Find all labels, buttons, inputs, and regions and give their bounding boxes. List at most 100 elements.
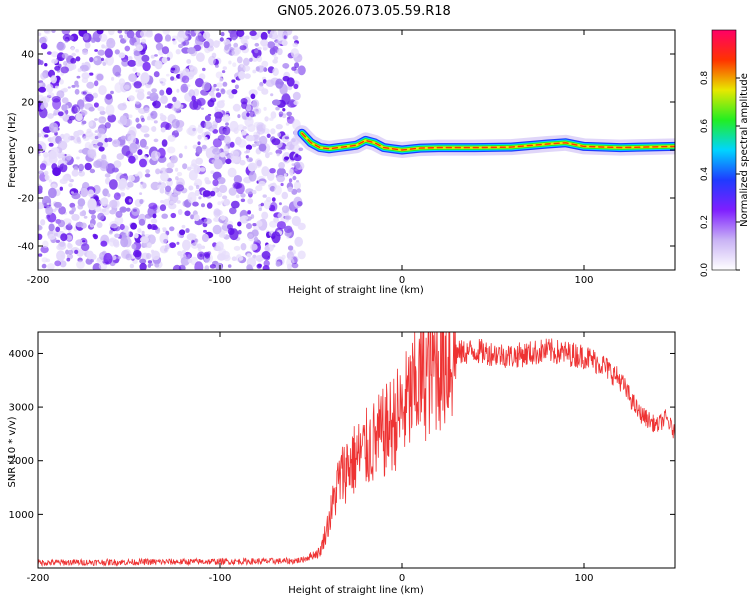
noise-speckle	[39, 163, 47, 171]
noise-speckle	[284, 156, 290, 160]
noise-speckle	[131, 243, 137, 250]
noise-speckle	[201, 203, 205, 208]
noise-speckle	[189, 197, 193, 200]
y-tick-label: -20	[18, 194, 34, 205]
noise-speckle	[286, 111, 293, 117]
noise-speckle	[87, 189, 95, 198]
noise-speckle	[150, 181, 160, 191]
noise-speckle	[271, 197, 276, 202]
noise-speckle	[201, 144, 207, 150]
noise-speckle	[53, 126, 58, 133]
noise-speckle	[67, 249, 74, 255]
noise-speckle	[264, 246, 270, 252]
noise-speckle	[107, 114, 117, 123]
noise-speckle	[247, 210, 252, 215]
noise-speckle	[263, 260, 270, 267]
noise-speckle	[38, 86, 46, 93]
noise-speckle	[283, 35, 287, 39]
noise-speckle	[210, 170, 215, 174]
noise-speckle	[182, 200, 189, 207]
noise-speckle	[178, 43, 184, 49]
noise-speckle	[252, 223, 257, 227]
noise-speckle	[146, 116, 151, 121]
noise-speckle	[167, 134, 176, 142]
noise-speckle	[92, 92, 98, 99]
noise-speckle	[87, 198, 97, 211]
noise-speckle	[38, 153, 41, 157]
noise-speckle	[262, 47, 267, 51]
noise-speckle	[48, 142, 54, 147]
noise-speckle	[135, 44, 144, 52]
noise-speckle	[144, 173, 151, 178]
noise-speckle	[203, 218, 212, 225]
noise-speckle	[98, 146, 105, 152]
noise-speckle	[256, 149, 260, 153]
noise-speckle	[75, 48, 79, 53]
noise-speckle	[268, 184, 272, 187]
noise-speckle	[229, 207, 237, 215]
noise-speckle	[262, 194, 267, 198]
noise-speckle	[134, 232, 139, 239]
noise-speckle	[60, 66, 69, 74]
noise-speckle	[175, 184, 185, 192]
noise-speckle	[182, 239, 191, 251]
noise-speckle	[216, 82, 223, 88]
noise-speckle	[203, 41, 210, 49]
noise-speckle	[90, 37, 96, 43]
noise-speckle	[133, 249, 142, 258]
noise-speckle	[81, 120, 87, 125]
noise-speckle	[201, 81, 211, 92]
noise-speckle	[220, 31, 225, 37]
noise-speckle	[59, 260, 67, 268]
noise-speckle	[262, 265, 270, 270]
noise-speckle	[169, 200, 175, 205]
noise-speckle	[276, 221, 286, 230]
noise-speckle	[248, 171, 257, 182]
noise-speckle	[119, 34, 123, 39]
noise-speckle	[284, 225, 293, 233]
noise-speckle	[94, 135, 99, 140]
noise-speckle	[220, 88, 226, 95]
y-tick-label: 40	[21, 50, 34, 61]
noise-speckle	[63, 160, 68, 166]
noise-speckle	[223, 135, 231, 145]
noise-speckle	[184, 210, 191, 217]
noise-speckle	[227, 224, 233, 230]
noise-speckle	[66, 257, 71, 262]
noise-speckle	[271, 138, 281, 146]
noise-speckle	[54, 232, 58, 237]
noise-speckle	[40, 104, 45, 110]
noise-speckle	[227, 43, 232, 47]
noise-speckle	[227, 264, 232, 268]
noise-speckle	[288, 99, 297, 107]
noise-speckle	[202, 190, 211, 197]
noise-speckle	[58, 206, 66, 215]
noise-speckle	[161, 46, 170, 55]
noise-speckle	[159, 232, 169, 244]
noise-speckle	[260, 31, 268, 41]
y-tick-label: 3000	[9, 403, 34, 414]
noise-speckle	[117, 103, 127, 111]
noise-speckle	[241, 130, 247, 136]
noise-speckle	[65, 249, 70, 255]
noise-speckle	[213, 40, 220, 48]
noise-speckle	[128, 73, 138, 82]
noise-speckle	[251, 229, 259, 237]
noise-speckle	[216, 192, 223, 198]
noise-speckle	[236, 56, 243, 64]
noise-speckle	[233, 245, 241, 251]
noise-speckle	[279, 83, 288, 95]
noise-speckle	[75, 56, 81, 62]
noise-speckle	[152, 213, 157, 219]
noise-speckle	[181, 224, 186, 229]
noise-speckle	[88, 144, 95, 150]
noise-speckle	[71, 206, 76, 212]
noise-speckle	[51, 51, 59, 58]
noise-speckle	[235, 136, 242, 146]
noise-speckle	[51, 96, 61, 103]
noise-speckle	[184, 145, 188, 150]
noise-speckle	[165, 122, 172, 131]
noise-speckle	[98, 116, 107, 124]
noise-speckle	[272, 67, 279, 77]
noise-speckle	[274, 40, 281, 47]
